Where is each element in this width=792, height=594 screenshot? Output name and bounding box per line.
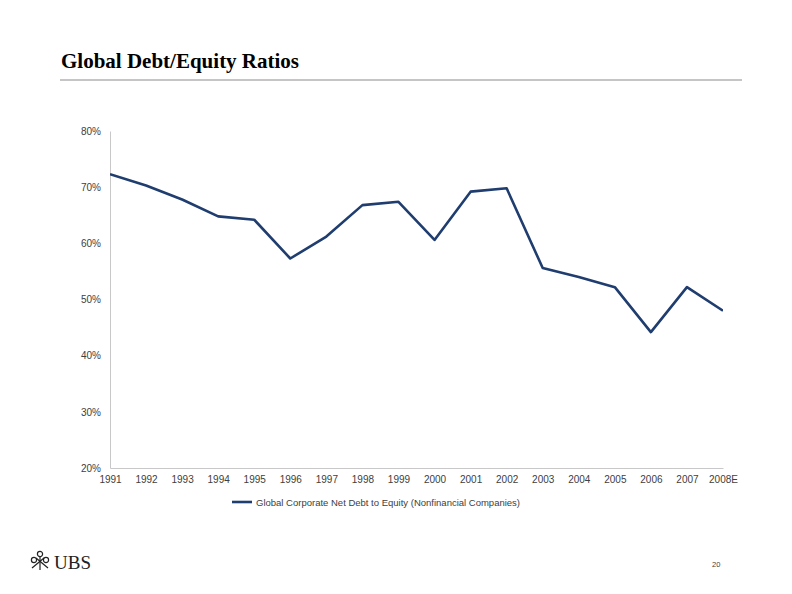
x-tick-label: 2008E bbox=[709, 474, 738, 485]
y-tick: 70% bbox=[81, 182, 110, 193]
x-tick: 2004 bbox=[568, 468, 591, 485]
legend: Global Corporate Net Debt to Equity (Non… bbox=[232, 497, 520, 508]
series-line bbox=[110, 174, 723, 332]
y-tick-label: 80% bbox=[81, 126, 101, 137]
x-tick: 2008E bbox=[709, 468, 738, 485]
logo-icon bbox=[31, 551, 48, 570]
x-axis-line bbox=[111, 468, 724, 469]
x-tick: 1996 bbox=[280, 468, 303, 485]
x-tick-label: 2005 bbox=[604, 474, 627, 485]
y-axis: 20% 30% 40% 50% 60% 70% 80% bbox=[81, 126, 111, 474]
y-axis-line bbox=[110, 132, 111, 469]
chart-root: Global Debt/Equity Ratios 20% 30% 40% 50% 60%… bbox=[0, 0, 792, 594]
plot-area bbox=[110, 174, 723, 332]
x-tick: 1993 bbox=[171, 468, 194, 485]
x-tick-label: 1998 bbox=[352, 474, 375, 485]
x-tick: 1991 bbox=[99, 468, 122, 485]
y-tick-label: 20% bbox=[81, 463, 101, 474]
x-axis: 1991 1992 1993 1994 1995 1996 1997 1998 1999 2000… bbox=[99, 468, 738, 485]
x-tick-label: 1991 bbox=[99, 474, 122, 485]
x-tick: 1997 bbox=[316, 468, 339, 485]
y-tick-label: 30% bbox=[81, 407, 101, 418]
y-tick-label: 70% bbox=[81, 182, 101, 193]
x-tick: 1992 bbox=[135, 468, 158, 485]
x-tick-label: 2001 bbox=[460, 474, 483, 485]
legend-swatch bbox=[232, 501, 252, 504]
y-tick: 40% bbox=[81, 350, 110, 361]
x-tick: 2006 bbox=[640, 468, 663, 485]
x-tick: 1995 bbox=[244, 468, 267, 485]
legend-label: Global Corporate Net Debt to Equity (Non… bbox=[256, 497, 520, 508]
y-tick: 80% bbox=[81, 126, 110, 137]
x-tick-label: 2006 bbox=[640, 474, 663, 485]
x-tick-label: 2002 bbox=[496, 474, 519, 485]
x-tick: 1999 bbox=[388, 468, 411, 485]
x-tick-label: 1999 bbox=[388, 474, 411, 485]
x-tick-label: 1996 bbox=[280, 474, 303, 485]
y-tick: 30% bbox=[81, 407, 110, 418]
x-tick-label: 2004 bbox=[568, 474, 591, 485]
title: Global Debt/Equity Ratios bbox=[61, 49, 299, 73]
x-tick: 2007 bbox=[676, 468, 699, 485]
x-tick-label: 1992 bbox=[135, 474, 158, 485]
x-tick-label: 1997 bbox=[316, 474, 339, 485]
title-rule bbox=[60, 79, 742, 80]
y-tick-label: 50% bbox=[81, 294, 101, 305]
x-tick: 2002 bbox=[496, 468, 519, 485]
y-tick-label: 60% bbox=[81, 238, 101, 249]
x-tick: 1994 bbox=[208, 468, 231, 485]
page-number: 20 bbox=[712, 560, 720, 569]
x-tick: 1998 bbox=[352, 468, 375, 485]
x-tick: 2001 bbox=[460, 468, 483, 485]
x-tick-label: 2003 bbox=[532, 474, 555, 485]
x-tick-label: 1995 bbox=[244, 474, 267, 485]
y-tick: 60% bbox=[81, 238, 110, 249]
y-tick: 20% bbox=[81, 463, 110, 474]
x-tick-label: 1994 bbox=[208, 474, 231, 485]
x-tick-label: 2000 bbox=[424, 474, 447, 485]
x-tick-label: 1993 bbox=[171, 474, 194, 485]
x-tick: 2000 bbox=[424, 468, 447, 485]
x-tick-label: 2007 bbox=[676, 474, 699, 485]
y-tick-label: 40% bbox=[81, 350, 101, 361]
logo-text: UBS bbox=[54, 552, 91, 573]
y-tick: 50% bbox=[81, 294, 110, 305]
x-tick: 2005 bbox=[604, 468, 627, 485]
x-tick: 2003 bbox=[532, 468, 555, 485]
